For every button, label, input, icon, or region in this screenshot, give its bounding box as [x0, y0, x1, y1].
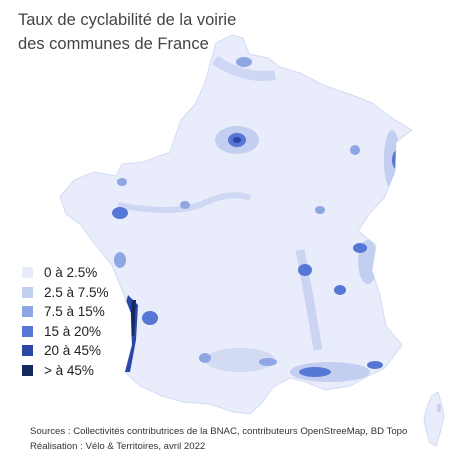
legend-item: 7.5 à 15%	[22, 302, 109, 322]
legend-label: 0 à 2.5%	[44, 265, 98, 281]
map-title-line-1: Taux de cyclabilité de la voirie	[18, 11, 237, 29]
sources-text: Sources : Collectivités contributrices d…	[30, 426, 408, 437]
legend-swatch	[22, 364, 33, 376]
montpellier-coast	[259, 358, 277, 366]
realisation-text: Réalisation : Vélo & Territoires, avril …	[30, 441, 206, 452]
map-title: Taux de cyclabilité de la voirie des com…	[18, 8, 258, 56]
legend-swatch	[22, 267, 33, 279]
legend-label: 2.5 à 7.5%	[44, 284, 109, 300]
tours-area	[180, 201, 190, 209]
occitanie-region	[205, 348, 275, 372]
grenoble-metro	[334, 285, 346, 295]
strasbourg-metro	[392, 150, 404, 170]
loire-valley-corridor	[117, 192, 252, 213]
north-communes	[212, 55, 276, 81]
lyon-metro	[298, 264, 312, 276]
map-footer: Sources : Collectivités contributrices d…	[30, 424, 407, 454]
geneva-border	[353, 243, 367, 253]
legend-swatch	[22, 286, 33, 298]
legend-label: > à 45%	[44, 362, 94, 378]
legend-swatch	[22, 306, 33, 318]
legend-item: 0 à 2.5%	[22, 263, 109, 283]
legend: 0 à 2.5% 2.5 à 7.5% 7.5 à 15% 15 à 20% 2…	[22, 263, 109, 380]
paris-core	[233, 137, 241, 143]
legend-swatch	[22, 325, 33, 337]
dijon-area	[315, 206, 325, 214]
nice-coast	[367, 361, 383, 369]
bordeaux-metro	[142, 311, 158, 325]
legend-item: 2.5 à 7.5%	[22, 283, 109, 303]
nancy-area	[350, 145, 360, 155]
rennes-metro	[117, 178, 127, 186]
corsica-bastia	[437, 404, 441, 412]
map-title-line-2: des communes de France	[18, 35, 209, 53]
nantes-metro	[112, 207, 128, 219]
legend-item: 15 à 20%	[22, 322, 109, 342]
legend-label: 7.5 à 15%	[44, 304, 105, 320]
toulouse-metro	[199, 353, 211, 363]
legend-item: > à 45%	[22, 361, 109, 381]
la-rochelle-area	[114, 252, 126, 268]
legend-label: 15 à 20%	[44, 323, 102, 339]
legend-label: 20 à 45%	[44, 343, 102, 359]
marseille-coast	[299, 367, 331, 377]
legend-swatch	[22, 345, 33, 357]
lille-metro	[236, 57, 252, 67]
legend-item: 20 à 45%	[22, 341, 109, 361]
rhone-valley-corridor	[295, 249, 323, 351]
corsica	[423, 391, 445, 447]
caen-area	[154, 124, 166, 132]
